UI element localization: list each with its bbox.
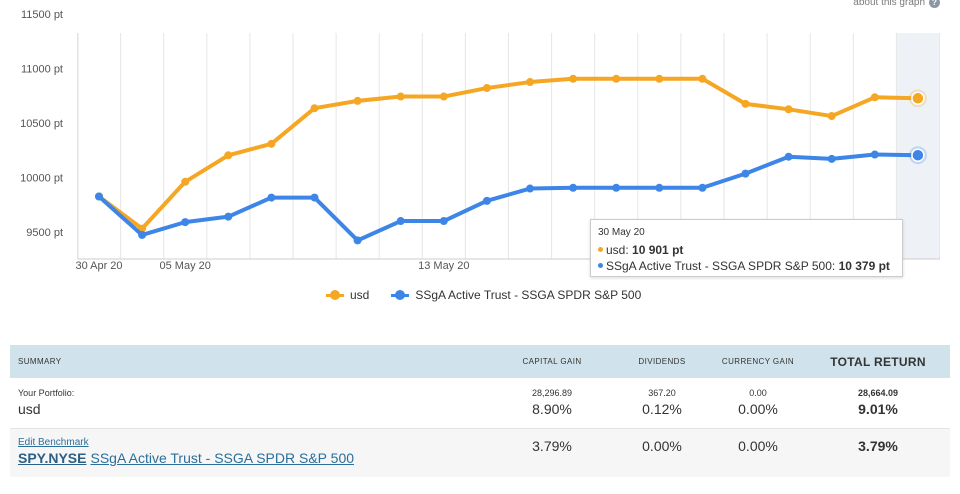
data-point-usd bbox=[784, 105, 793, 114]
data-point-benchmark bbox=[827, 154, 836, 163]
header-total-return: TOTAL RETURN bbox=[830, 354, 926, 369]
data-point-usd bbox=[181, 177, 190, 186]
portfolio-row: Your Portfolio: usd 28,296.89 8.90% 367.… bbox=[10, 378, 950, 429]
data-point-usd bbox=[224, 151, 233, 160]
y-tick-label: 10000 pt bbox=[20, 173, 63, 185]
summary-header-row: SUMMARY CAPITAL GAIN DIVIDENDS CURRENCY … bbox=[10, 345, 950, 378]
legend-item-usd[interactable]: usd bbox=[326, 288, 369, 302]
data-point-usd bbox=[870, 93, 879, 102]
data-point-benchmark bbox=[612, 183, 621, 192]
legend-item-benchmark[interactable]: SSgA Active Trust - SSGA SPDR S&P 500 bbox=[391, 288, 641, 302]
y-tick-label: 11000 pt bbox=[21, 64, 63, 76]
tooltip-date: 30 May 20 bbox=[598, 227, 645, 238]
data-point-usd bbox=[267, 139, 276, 148]
x-tick-label: 30 Apr 20 bbox=[75, 260, 122, 272]
data-point-benchmark bbox=[138, 230, 147, 239]
series-line-benchmark bbox=[97, 152, 920, 243]
series-line-usd bbox=[97, 76, 920, 231]
about-graph-link[interactable]: about this graph ? bbox=[853, 0, 940, 8]
data-point-benchmark bbox=[482, 196, 491, 205]
y-tick-label: 11500 pt bbox=[21, 9, 63, 21]
tooltip-value-benchmark: 10 379 pt bbox=[838, 259, 890, 273]
portfolio-total-pct: 9.01% bbox=[858, 401, 898, 417]
y-tick-label: 10500 pt bbox=[20, 118, 63, 130]
portfolio-currency-abs: 0.00 bbox=[749, 388, 767, 398]
data-point-benchmark bbox=[911, 148, 925, 162]
legend-swatch-usd bbox=[326, 289, 344, 300]
legend-label-usd: usd bbox=[350, 288, 370, 302]
data-point-benchmark bbox=[396, 217, 405, 226]
data-point-benchmark bbox=[569, 183, 578, 192]
data-point-benchmark bbox=[224, 212, 233, 221]
data-point-benchmark bbox=[870, 150, 879, 159]
benchmark-name-link[interactable]: SSgA Active Trust - SSGA SPDR S&P 500 bbox=[90, 450, 355, 466]
data-point-usd bbox=[526, 78, 534, 87]
portfolio-name: usd bbox=[18, 401, 41, 417]
help-icon[interactable]: ? bbox=[929, 0, 940, 8]
portfolio-currency-pct: 0.00% bbox=[738, 401, 778, 417]
benchmark-currency-pct: 0.00% bbox=[738, 438, 778, 454]
portfolio-capital-gain-abs: 28,296.89 bbox=[531, 388, 573, 398]
portfolio-dividends-pct: 0.12% bbox=[642, 401, 682, 417]
header-currency-gain: CURRENCY GAIN bbox=[721, 357, 795, 366]
tooltip-row-usd: usd: 10 901 pt bbox=[598, 242, 902, 258]
portfolio-label: Your Portfolio: bbox=[18, 388, 75, 398]
data-point-usd bbox=[655, 74, 664, 83]
tooltip-dot-benchmark bbox=[598, 263, 603, 269]
benchmark-symbol-link[interactable]: SPY.NYSE bbox=[18, 450, 87, 466]
tooltip-value-usd: 10 901 pt bbox=[632, 243, 684, 257]
data-point-usd bbox=[569, 74, 578, 83]
data-point-benchmark bbox=[310, 193, 319, 202]
legend-label-benchmark: SSgA Active Trust - SSGA SPDR S&P 500 bbox=[415, 288, 642, 302]
about-graph-label: about this graph bbox=[853, 0, 925, 8]
benchmark-total-pct: 3.79% bbox=[858, 438, 898, 454]
data-point-benchmark bbox=[95, 192, 103, 201]
data-point-benchmark bbox=[698, 183, 707, 192]
data-point-benchmark bbox=[439, 217, 448, 226]
legend-swatch-benchmark bbox=[391, 289, 410, 300]
tooltip-label-usd: usd: bbox=[606, 243, 629, 257]
tooltip-row-benchmark: SSgA Active Trust - SSGA SPDR S&P 500: 1… bbox=[598, 258, 902, 274]
data-point-benchmark bbox=[741, 169, 750, 178]
benchmark-row: Edit Benchmark SPY.NYSE SSgA Active Trust… bbox=[10, 429, 950, 477]
edit-benchmark-link[interactable]: Edit Benchmark bbox=[18, 437, 89, 448]
data-point-usd bbox=[482, 84, 491, 93]
data-point-usd bbox=[911, 91, 925, 106]
x-tick-label: 05 May 20 bbox=[160, 260, 211, 272]
benchmark-capital-gain-pct: 3.79% bbox=[532, 438, 572, 454]
y-tick-label: 9500 pt bbox=[26, 227, 63, 239]
data-point-benchmark bbox=[526, 184, 534, 193]
portfolio-capital-gain-pct: 8.90% bbox=[532, 401, 572, 417]
data-point-usd bbox=[827, 112, 836, 121]
data-point-benchmark bbox=[784, 152, 793, 161]
benchmark-dividends-pct: 0.00% bbox=[642, 438, 682, 454]
x-tick-label: 13 May 20 bbox=[418, 260, 469, 272]
portfolio-total-abs: 28,664.09 bbox=[857, 388, 899, 398]
summary-table: SUMMARY CAPITAL GAIN DIVIDENDS CURRENCY … bbox=[10, 345, 950, 477]
data-point-benchmark bbox=[181, 218, 190, 227]
data-point-benchmark bbox=[655, 183, 664, 192]
portfolio-dividends-abs: 367.20 bbox=[648, 388, 676, 398]
data-point-usd bbox=[741, 99, 750, 108]
data-point-benchmark bbox=[267, 193, 276, 202]
data-point-usd bbox=[612, 74, 621, 83]
hover-band bbox=[896, 33, 939, 259]
chart-legend: usd SSgA Active Trust - SSGA SPDR S&P 50… bbox=[326, 288, 663, 302]
data-point-usd bbox=[698, 74, 707, 83]
data-point-usd bbox=[353, 96, 362, 105]
data-point-benchmark bbox=[353, 236, 362, 245]
chart-tooltip: 30 May 20 usd: 10 901 pt SSgA Active Tru… bbox=[590, 219, 903, 277]
header-dividends: DIVIDENDS bbox=[638, 357, 686, 366]
header-capital-gain: CAPITAL GAIN bbox=[522, 357, 582, 366]
tooltip-dot-usd bbox=[598, 247, 603, 253]
header-summary: SUMMARY bbox=[18, 357, 62, 366]
data-point-usd bbox=[396, 92, 405, 101]
data-point-usd bbox=[439, 92, 448, 101]
tooltip-label-benchmark: SSgA Active Trust - SSGA SPDR S&P 500: bbox=[606, 259, 836, 273]
data-point-usd bbox=[310, 104, 319, 113]
